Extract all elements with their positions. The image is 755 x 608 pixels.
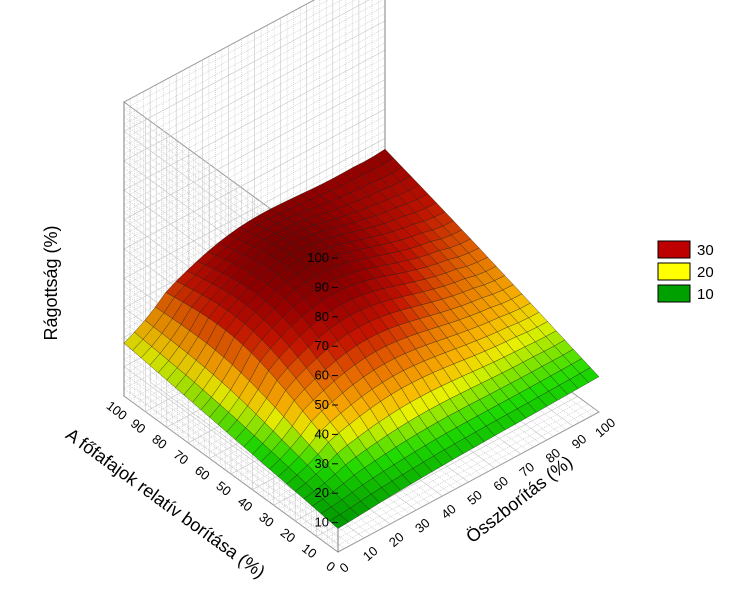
grid-line [123,94,386,235]
surface-mesh [123,148,600,529]
y-tick-label: 30 [256,509,277,530]
legend-label: 10 [697,286,714,303]
y-tick-label: 60 [192,462,213,483]
grid-line [123,49,386,191]
z-tick-label: 40 [315,426,329,441]
grid-line [123,57,386,198]
grid-line [123,35,386,176]
y-tick-label: 50 [213,478,234,499]
y-tick-label: 70 [171,447,192,468]
grid-line [123,13,386,154]
y-tick-label: 100 [104,398,130,423]
x-tick-label: 30 [412,515,433,536]
y-tick-label: 40 [235,494,256,515]
x-tick-label: 100 [592,415,618,440]
grid-line [123,0,343,117]
grid-line [123,71,386,213]
z-tick-label: 100 [307,250,329,265]
legend: 30 20 10 [657,240,714,303]
grid-line [123,0,384,140]
y-tick-label: 90 [128,416,149,437]
z-tick-label: 10 [315,515,329,530]
z-tick-label: 50 [315,397,329,412]
legend-swatch [657,262,691,281]
x-tick-label: 20 [386,529,407,550]
legend-label: 30 [697,242,714,259]
z-tick-label: 60 [315,368,329,383]
legend-label: 20 [697,264,714,281]
legend-swatch [657,240,691,259]
y-tick-label: 0 [323,558,338,574]
grid-line [123,5,386,147]
grid-line [123,0,356,125]
z-tick-label: 20 [315,485,329,500]
z-axis-label: Rágottság (%) [41,225,61,340]
grid-line [123,42,386,184]
y-tick-label: 20 [278,525,299,546]
grid-line [123,27,386,169]
y-tick-label: 10 [299,540,320,561]
z-tick-label: 90 [315,279,329,294]
grid-line [123,86,386,228]
axis-ticks: 1020304050607080901000102030405060708090… [104,250,619,576]
x-tick-label: 10 [360,543,381,564]
x-tick-label: 50 [464,487,485,508]
grid-line [123,79,386,220]
z-tick-label: 80 [315,309,329,324]
grid-line [123,108,386,250]
y-tick-label: 80 [149,431,170,452]
z-tick-label: 30 [315,456,329,471]
grid-line [123,101,386,242]
grid-line [123,0,329,110]
grid-line [123,20,386,162]
z-tick-label: 70 [315,338,329,353]
x-tick-label: 0 [337,559,352,575]
x-tick-label: 90 [569,431,590,452]
grid-line [123,0,370,132]
x-tick-label: 60 [490,473,511,494]
x-tick-label: 40 [438,501,459,522]
surface-cell [329,514,349,529]
grid-line [123,64,386,206]
legend-swatch [657,284,691,303]
